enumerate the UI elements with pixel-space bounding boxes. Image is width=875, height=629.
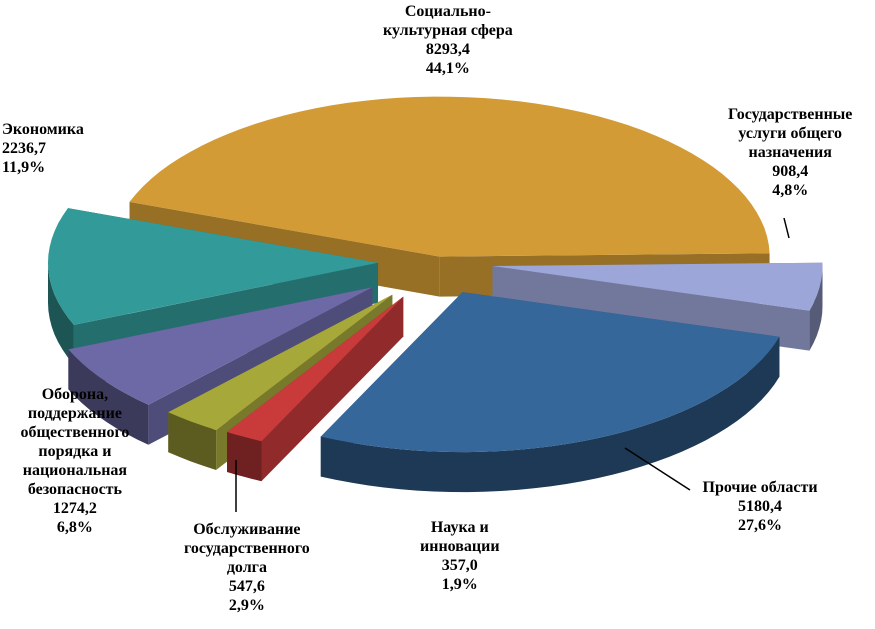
- slice-percent: 11,9%: [2, 159, 46, 176]
- slice-label-text: долга: [226, 559, 267, 576]
- slice-label-text: общественного: [20, 424, 130, 441]
- slice-label-text: Экономика: [2, 121, 84, 138]
- leader-line-public-services: [783, 217, 790, 239]
- slice-percent: 1,9%: [441, 576, 478, 593]
- slice-label-text: порядка и: [38, 443, 112, 460]
- slice-label-text: назначения: [748, 144, 832, 161]
- slice-label-defense-security: Оборона, поддержание общественного порядка …: [21, 385, 130, 537]
- slice-label-public-debt: Обслуживание государственного долга 547,6 2,…: [184, 520, 310, 615]
- slice-label-text: услуги общего: [738, 125, 842, 142]
- slice-label-text: национальная: [22, 462, 128, 479]
- slice-value: 5180,4: [738, 498, 783, 515]
- slice-percent: 6,8%: [56, 519, 93, 536]
- slice-label-text: Наука и: [430, 519, 489, 536]
- slice-value: 2236,7: [2, 140, 46, 157]
- slice-label-text: государственного: [184, 540, 310, 557]
- slice-label-text: безопасность: [27, 481, 122, 498]
- slice-label-text: Социально-: [404, 3, 491, 20]
- slice-label-text: поддержание: [27, 405, 122, 422]
- slice-label-other-areas: Прочие области 5180,4 27,6%: [703, 478, 818, 535]
- slice-value: 547,6: [228, 578, 265, 595]
- slice-value: 908,4: [772, 163, 809, 180]
- slice-label-text: Государственные: [728, 106, 853, 123]
- slice-label-economy: Экономика 2236,7 11,9%: [2, 120, 84, 177]
- slice-label-text: инновации: [420, 538, 500, 555]
- slice-percent: 27,6%: [738, 517, 783, 534]
- slice-value: 8293,4: [425, 41, 470, 58]
- slice-percent: 4,8%: [772, 182, 809, 199]
- slice-percent: 44,1%: [425, 60, 470, 77]
- pie-slice-other-areas: [320, 292, 780, 493]
- slice-label-text: Прочие области: [702, 479, 818, 496]
- slice-label-public-services: Государственные услуги общего назначения 90…: [728, 105, 852, 200]
- slice-value: 1274,2: [52, 500, 97, 517]
- leader-line-other-areas: [624, 447, 691, 491]
- slice-label-social-cultural: Социально-культурная сфера 8293,4 44,1%: [383, 2, 513, 78]
- slice-label-science-innovation: Наука и инновации 357,0 1,9%: [420, 518, 500, 594]
- slice-percent: 2,9%: [228, 597, 265, 614]
- slice-label-text: культурная сфера: [383, 22, 513, 39]
- slice-label-text: Оборона,: [41, 386, 109, 403]
- slice-label-text: Обслуживание: [193, 521, 301, 538]
- slice-value: 357,0: [441, 557, 478, 574]
- pie-slice-public-services: [492, 262, 823, 351]
